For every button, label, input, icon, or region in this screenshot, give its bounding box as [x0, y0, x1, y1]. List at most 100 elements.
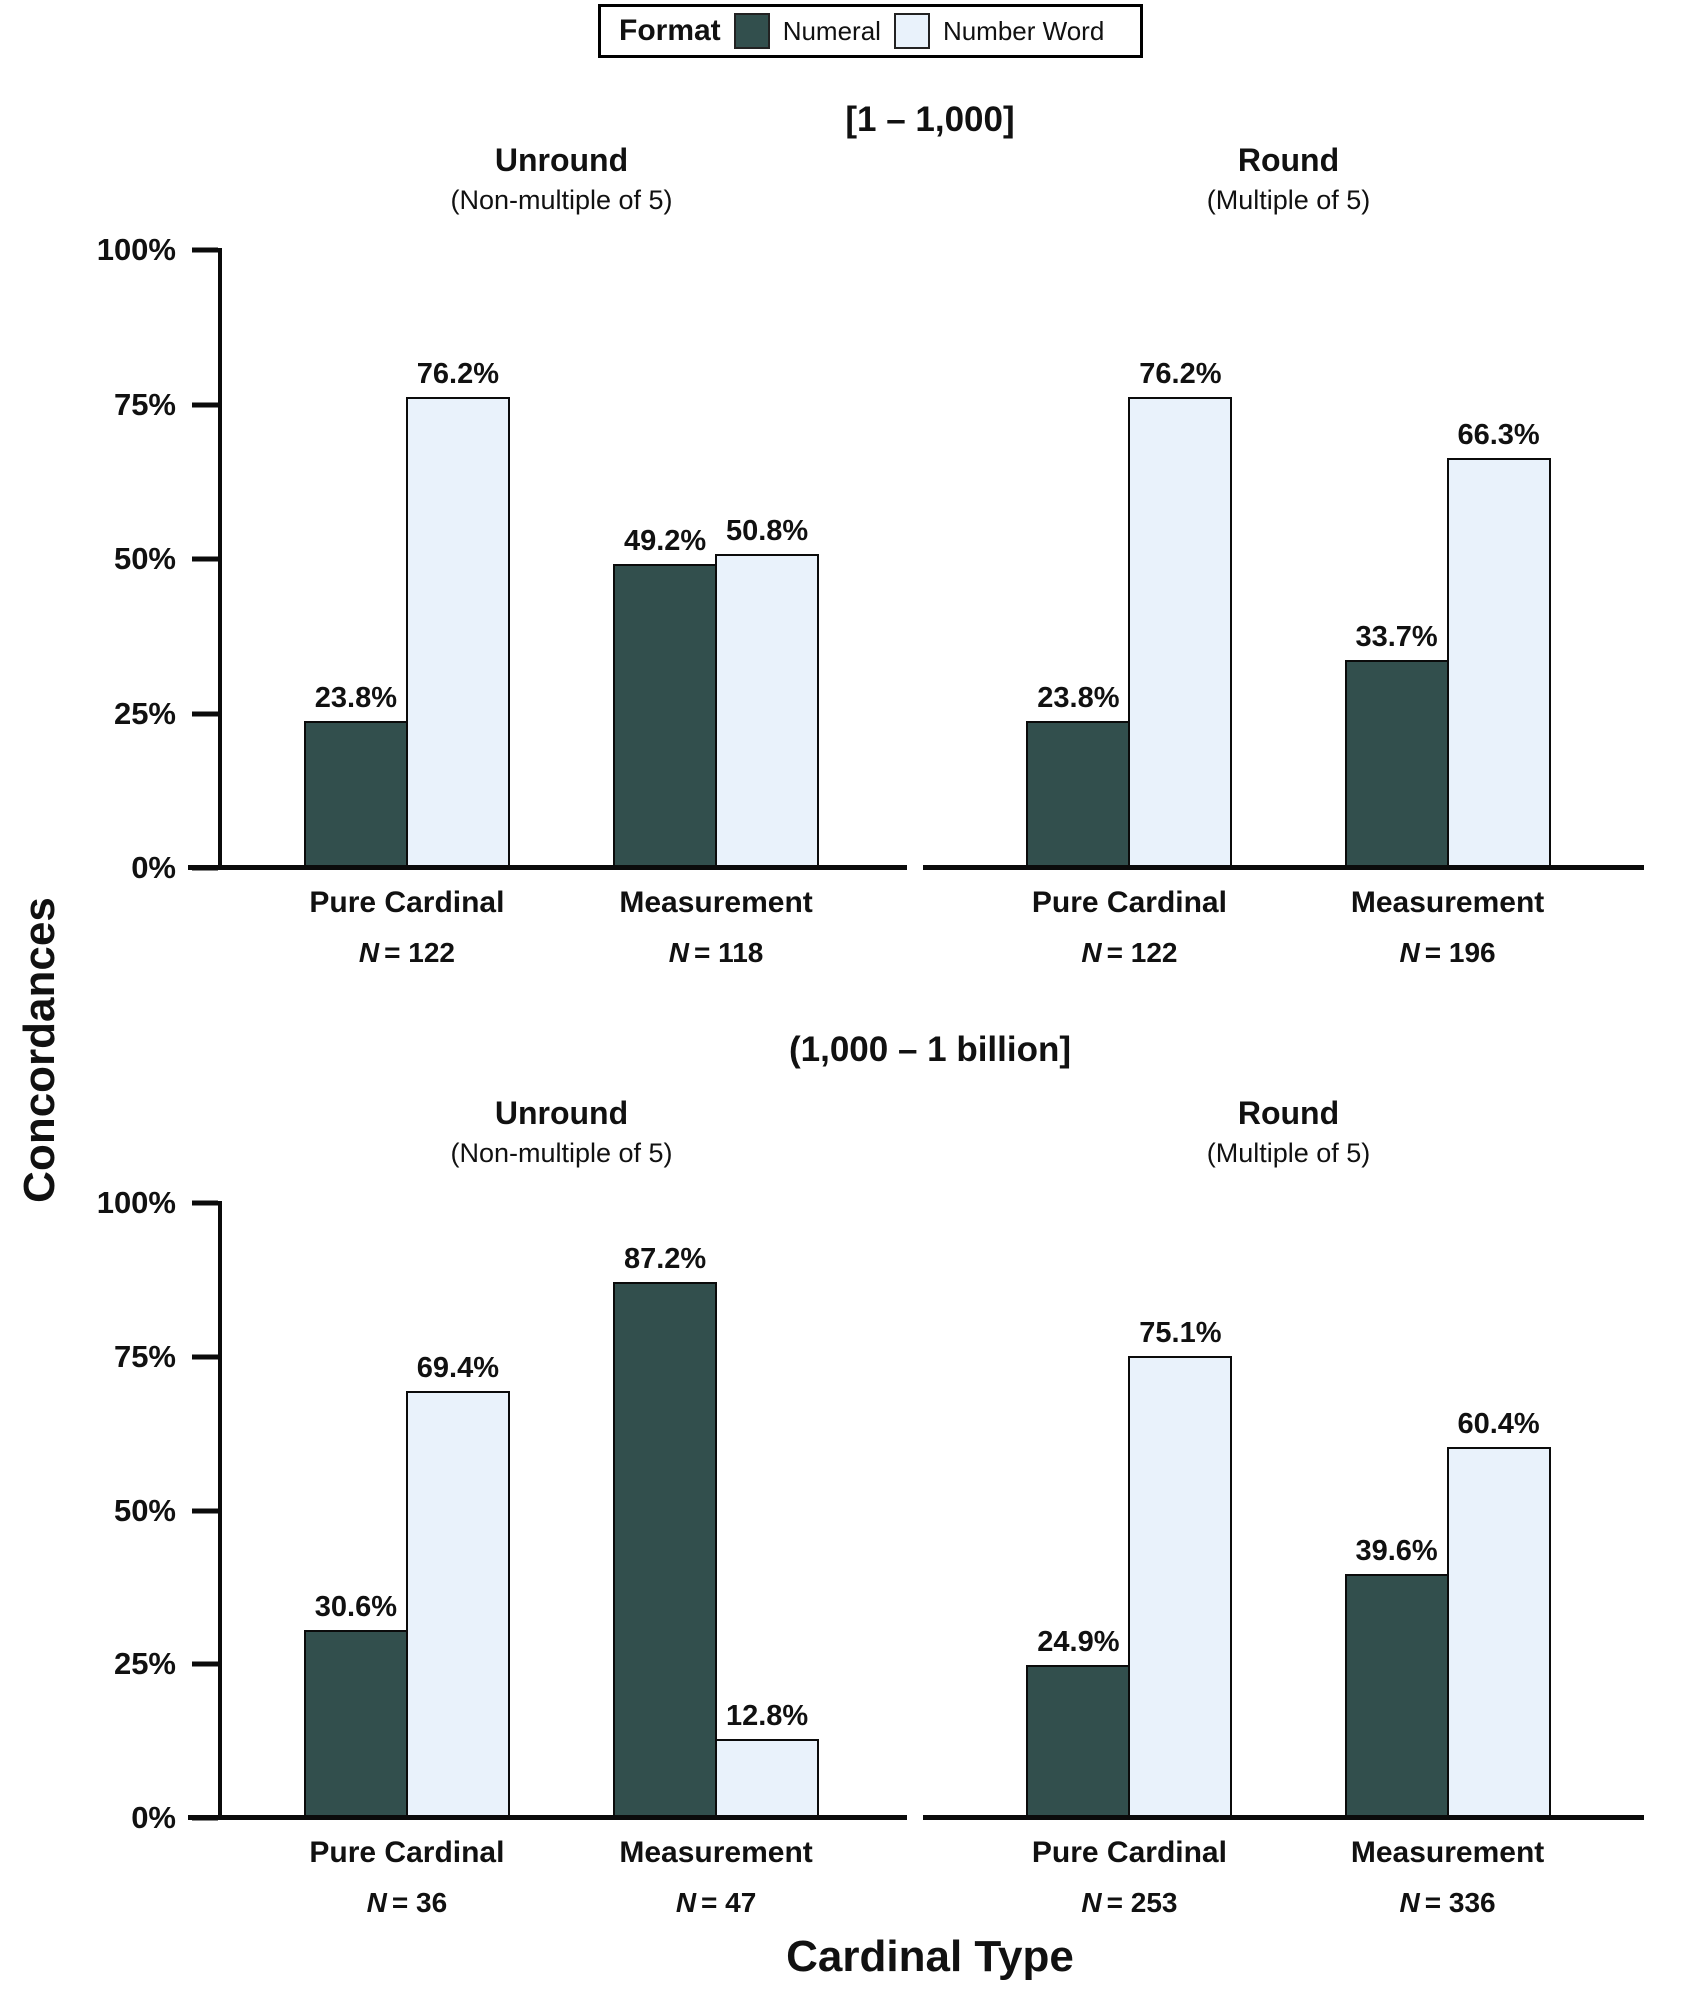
sample-size-label: N = 196	[1399, 937, 1496, 968]
bar-groups: 24.9% 75.1% 39.6% 60.4%	[970, 1203, 1606, 1818]
bar-group-pure-cardinal: 30.6% 69.4%	[303, 1203, 510, 1818]
y-tick	[192, 1508, 218, 1513]
y-tick	[192, 402, 218, 407]
panel-title: Unround	[494, 142, 629, 178]
bar-number-word: 50.8%	[715, 515, 820, 868]
sample-size-label: N = 336	[1399, 1887, 1496, 1918]
x-axis-line	[188, 1815, 907, 1820]
bar-value-label: 49.2%	[623, 524, 707, 557]
category-name: Pure Cardinal	[309, 886, 505, 919]
bar-value-label: 33.7%	[1355, 620, 1438, 653]
y-tick-label: 75%	[113, 386, 176, 422]
panel-title: Round	[1237, 1095, 1340, 1131]
panel-subtitle: (Multiple of 5)	[1206, 185, 1371, 215]
sample-size-label: N = 47	[675, 1887, 757, 1918]
y-axis-label: Concordances	[15, 897, 64, 1203]
panel-subtitle: (Non-multiple of 5)	[450, 185, 673, 215]
bar-numeral: 24.9%	[1026, 1626, 1131, 1818]
panel-unround-1-1000: Unround (Non-multiple of 5) 23.8% 76.2% 49…	[97, 142, 907, 968]
bar-value-label: 66.3%	[1457, 419, 1540, 452]
panel-round-1000-1billion: Round (Multiple of 5) 24.9% 75.1% 39.6% 60.…	[923, 1095, 1644, 1918]
bar-groups: 23.8% 76.2% 33.7% 66.3%	[970, 250, 1606, 868]
bar-group-measurement: 33.7% 66.3%	[1344, 250, 1551, 868]
y-tick-label: 25%	[113, 1646, 176, 1682]
bar-number-word: 69.4%	[405, 1352, 510, 1818]
category-measurement: Measurement N = 196	[1289, 886, 1607, 969]
plot-area: 30.6% 69.4% 87.2% 12.8% 100% 75% 50% 25% 0%	[97, 1185, 907, 1835]
category-labels: Pure Cardinal N = 253 Measurement N = 336	[970, 1836, 1606, 1919]
category-name: Measurement	[619, 886, 813, 919]
y-tick-label: 0%	[131, 850, 176, 885]
bar-number-word: 75.1%	[1128, 1317, 1233, 1818]
bar-value-label: 87.2%	[623, 1242, 707, 1275]
category-measurement: Measurement N = 47	[562, 1836, 871, 1919]
bar-value-label: 30.6%	[314, 1590, 398, 1623]
bar-value-label: 23.8%	[1037, 681, 1120, 714]
sample-size-label: N = 118	[668, 937, 764, 968]
y-tick	[192, 556, 218, 562]
bar-value-label: 69.4%	[416, 1352, 500, 1385]
y-tick-label: 50%	[113, 1492, 176, 1528]
legend-title: Format	[619, 14, 721, 47]
bar-value-label: 12.8%	[725, 1700, 809, 1733]
bar-group-measurement: 87.2% 12.8%	[613, 1203, 820, 1818]
x-axis-label: Cardinal Type	[786, 1932, 1074, 1981]
section-title-1-1000: [1 – 1,000]	[845, 100, 1015, 139]
x-axis-line	[188, 865, 907, 870]
y-tick	[192, 247, 218, 253]
bar-groups: 23.8% 76.2% 49.2% 50.8%	[252, 250, 870, 868]
bar-value-label: 76.2%	[416, 358, 500, 391]
legend-item-numeral: Numeral	[782, 15, 881, 46]
y-tick	[192, 711, 218, 716]
bar-value-label: 76.2%	[1139, 358, 1222, 391]
category-labels: Pure Cardinal N = 122 Measurement N = 118	[252, 886, 870, 969]
panel-round-1-1000: Round (Multiple of 5) 23.8% 76.2% 33.7% 66.…	[923, 142, 1644, 968]
category-pure-cardinal: Pure Cardinal N = 253	[970, 1836, 1288, 1919]
legend-item-number-word: Number Word	[942, 15, 1105, 46]
bar-group-pure-cardinal: 24.9% 75.1%	[1026, 1203, 1233, 1818]
category-name: Pure Cardinal	[309, 1836, 505, 1869]
panel-subtitle: (Non-multiple of 5)	[450, 1138, 673, 1168]
bar-value-label: 39.6%	[1355, 1535, 1438, 1568]
panel-subtitle: (Multiple of 5)	[1206, 1138, 1371, 1168]
bar-group-measurement: 39.6% 60.4%	[1344, 1203, 1551, 1818]
bar-number-word: 76.2%	[1128, 358, 1233, 868]
sample-size-label: N = 253	[1081, 1887, 1178, 1918]
panel-title: Round	[1237, 142, 1340, 178]
category-measurement: Measurement N = 336	[1289, 1836, 1607, 1919]
bar-numeral: 39.6%	[1344, 1535, 1449, 1818]
bar-numeral: 87.2%	[613, 1243, 718, 1818]
bar-numeral: 23.8%	[303, 682, 408, 868]
category-pure-cardinal: Pure Cardinal N = 122	[970, 886, 1288, 969]
bar-group-pure-cardinal: 23.8% 76.2%	[1026, 250, 1233, 868]
category-name: Pure Cardinal	[1031, 1836, 1227, 1869]
bar-number-word: 76.2%	[405, 358, 510, 868]
sample-size-label: N = 122	[358, 937, 455, 968]
y-tick-label: 75%	[113, 1338, 176, 1374]
bar-number-word: 12.8%	[715, 1700, 820, 1818]
category-labels: Pure Cardinal N = 36 Measurement N = 47	[252, 1836, 870, 1919]
y-tick-label: 50%	[113, 541, 176, 576]
bar-number-word: 60.4%	[1446, 1408, 1551, 1818]
y-tick-label: 100%	[96, 232, 176, 267]
number-word-swatch-icon	[893, 13, 930, 49]
section-title-1000-1billion: (1,000 – 1 billion]	[788, 1030, 1072, 1069]
category-labels: Pure Cardinal N = 122 Measurement N = 196	[970, 886, 1606, 969]
bar-numeral: 30.6%	[303, 1591, 408, 1818]
category-name: Pure Cardinal	[1031, 886, 1227, 919]
bar-group-measurement: 49.2% 50.8%	[613, 250, 820, 868]
y-tick-label: 100%	[96, 1185, 176, 1220]
bar-value-label: 50.8%	[725, 515, 809, 548]
x-axis-line	[923, 865, 1644, 870]
bar-numeral: 49.2%	[613, 525, 718, 868]
category-measurement: Measurement N = 118	[562, 886, 871, 969]
bar-value-label: 23.8%	[314, 681, 398, 714]
y-tick	[192, 865, 218, 871]
y-tick	[192, 1200, 218, 1206]
bar-numeral: 23.8%	[1026, 682, 1131, 868]
category-pure-cardinal: Pure Cardinal N = 36	[252, 1836, 561, 1919]
y-axis-line	[218, 1201, 222, 1820]
y-tick-label: 0%	[131, 1800, 176, 1835]
category-name: Measurement	[1350, 886, 1545, 919]
